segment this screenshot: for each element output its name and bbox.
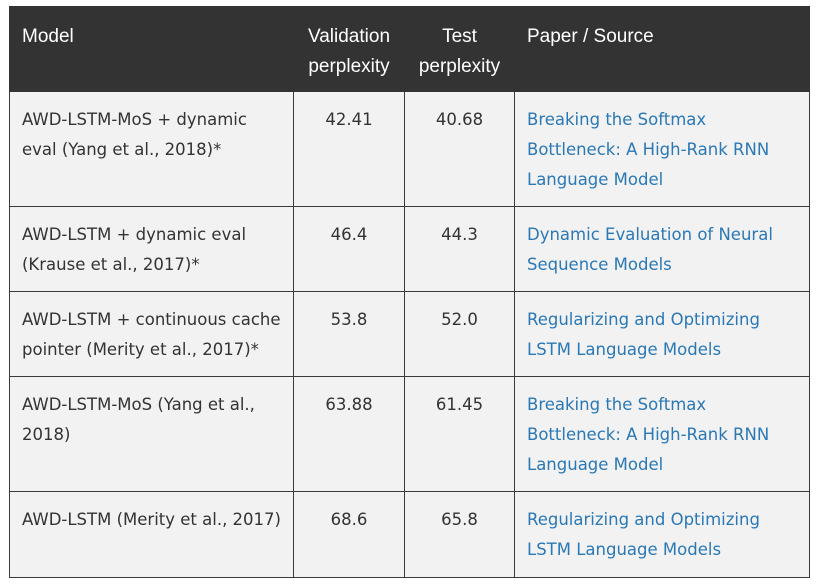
results-table: Model Validation perplexity Test perplex… <box>9 6 810 578</box>
table-row: AWD-LSTM + dynamic eval (Krause et al., … <box>9 206 810 292</box>
validation-cell: 42.41 <box>293 91 405 207</box>
table-row: AWD-LSTM-MoS (Yang et al., 2018) 63.88 6… <box>9 376 810 492</box>
test-cell: 44.3 <box>404 206 515 292</box>
header-test-perplexity: Test perplexity <box>404 6 515 92</box>
paper-link[interactable]: Breaking the Softmax Bottleneck: A High-… <box>527 110 770 189</box>
model-cell: AWD-LSTM-MoS + dynamic eval (Yang et al.… <box>9 91 294 207</box>
model-cell: AWD-LSTM + continuous cache pointer (Mer… <box>9 291 294 377</box>
results-table-container: Model Validation perplexity Test perplex… <box>9 6 810 578</box>
header-validation-perplexity: Validation perplexity <box>293 6 405 92</box>
model-cell: AWD-LSTM (Merity et al., 2017) <box>9 491 294 578</box>
header-model: Model <box>9 6 294 92</box>
table-row: AWD-LSTM (Merity et al., 2017) 68.6 65.8… <box>9 491 810 578</box>
source-cell: Regularizing and Optimizing LSTM Languag… <box>514 491 810 578</box>
model-cell: AWD-LSTM-MoS (Yang et al., 2018) <box>9 376 294 492</box>
table-row: AWD-LSTM + continuous cache pointer (Mer… <box>9 291 810 377</box>
test-cell: 65.8 <box>404 491 515 578</box>
table-row: AWD-LSTM-MoS + dynamic eval (Yang et al.… <box>9 91 810 207</box>
validation-cell: 46.4 <box>293 206 405 292</box>
validation-cell: 63.88 <box>293 376 405 492</box>
source-cell: Regularizing and Optimizing LSTM Languag… <box>514 291 810 377</box>
model-cell: AWD-LSTM + dynamic eval (Krause et al., … <box>9 206 294 292</box>
source-cell: Breaking the Softmax Bottleneck: A High-… <box>514 376 810 492</box>
table-header-row: Model Validation perplexity Test perplex… <box>9 6 810 92</box>
source-cell: Breaking the Softmax Bottleneck: A High-… <box>514 91 810 207</box>
test-cell: 52.0 <box>404 291 515 377</box>
validation-cell: 53.8 <box>293 291 405 377</box>
paper-link[interactable]: Breaking the Softmax Bottleneck: A High-… <box>527 395 770 474</box>
paper-link[interactable]: Regularizing and Optimizing LSTM Languag… <box>527 510 760 559</box>
source-cell: Dynamic Evaluation of Neural Sequence Mo… <box>514 206 810 292</box>
paper-link[interactable]: Dynamic Evaluation of Neural Sequence Mo… <box>527 225 773 274</box>
paper-link[interactable]: Regularizing and Optimizing LSTM Languag… <box>527 310 760 359</box>
validation-cell: 68.6 <box>293 491 405 578</box>
header-paper-source: Paper / Source <box>514 6 810 92</box>
test-cell: 61.45 <box>404 376 515 492</box>
test-cell: 40.68 <box>404 91 515 207</box>
